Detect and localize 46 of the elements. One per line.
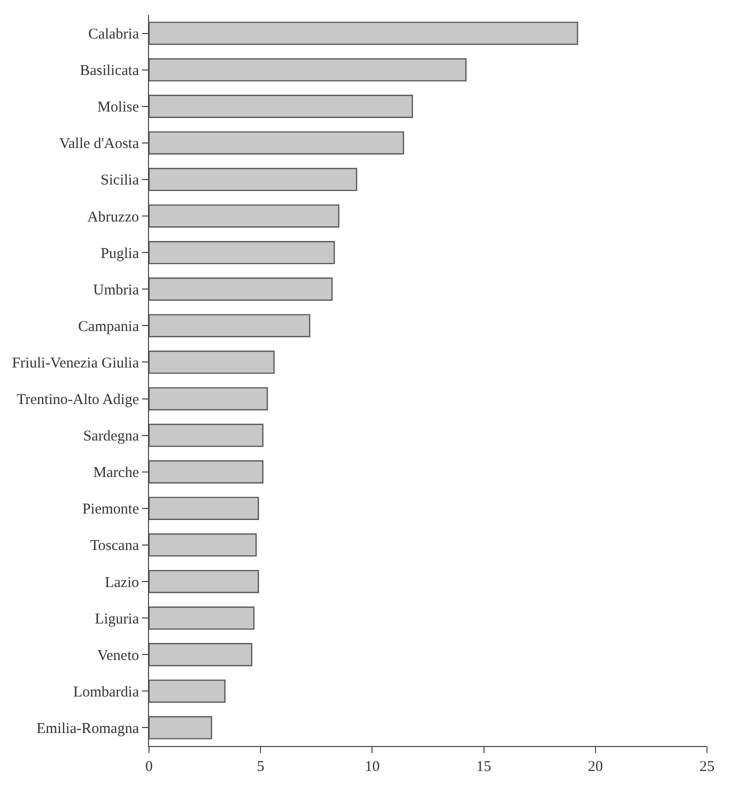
y-tick-label: Marche [93, 465, 140, 482]
bar [149, 606, 254, 630]
bar [149, 278, 333, 301]
bar [149, 533, 257, 557]
bar [149, 680, 226, 703]
x-tick-label: 5 [256, 759, 264, 775]
x-tick-label: 10 [364, 759, 380, 775]
y-tick-label: Emilia-Romagna [36, 720, 140, 737]
bar [149, 460, 264, 484]
bar [149, 22, 578, 45]
x-tick-label: 15 [476, 759, 492, 775]
y-tick-label: Toscana [90, 538, 140, 554]
y-tick-label: Sicilia [100, 172, 140, 189]
bar [149, 131, 404, 154]
y-tick-label: Campania [78, 318, 140, 335]
y-tick-label: Friuli-Venezia Giulia [12, 355, 140, 372]
y-tick-label: Lombardia [73, 684, 140, 700]
y-tick-label: Piemonte [82, 502, 140, 518]
bar [149, 314, 310, 338]
x-tick-label: 20 [588, 759, 603, 775]
y-tick-label: Basilicata [80, 63, 140, 80]
bar [149, 643, 252, 666]
x-tick-label: 25 [700, 759, 714, 775]
y-tick-label: Umbria [93, 282, 140, 298]
y-tick-label: Lazio [104, 574, 139, 591]
bar [149, 241, 335, 264]
bar [149, 496, 259, 520]
bar [149, 204, 340, 228]
y-tick-label: Molise [97, 100, 140, 116]
y-tick-label: Valle d'Aosta [59, 136, 140, 152]
bar [149, 570, 259, 594]
bar [149, 94, 413, 118]
y-tick-label: Abruzzo [87, 209, 139, 226]
y-tick-label: Veneto [97, 648, 139, 664]
bar [149, 168, 358, 192]
bar [149, 424, 264, 447]
bar [149, 387, 268, 410]
bar [149, 716, 212, 740]
y-tick-label: Calabria [88, 26, 140, 43]
y-tick-label: Liguria [94, 611, 140, 628]
x-tick-label: 0 [145, 759, 153, 775]
bar [149, 350, 275, 374]
y-tick-label: Puglia [100, 246, 140, 262]
y-tick-label: Trentino-Alto Adige [16, 392, 140, 408]
y-tick-label: Sardegna [83, 428, 140, 445]
bar [149, 58, 467, 82]
